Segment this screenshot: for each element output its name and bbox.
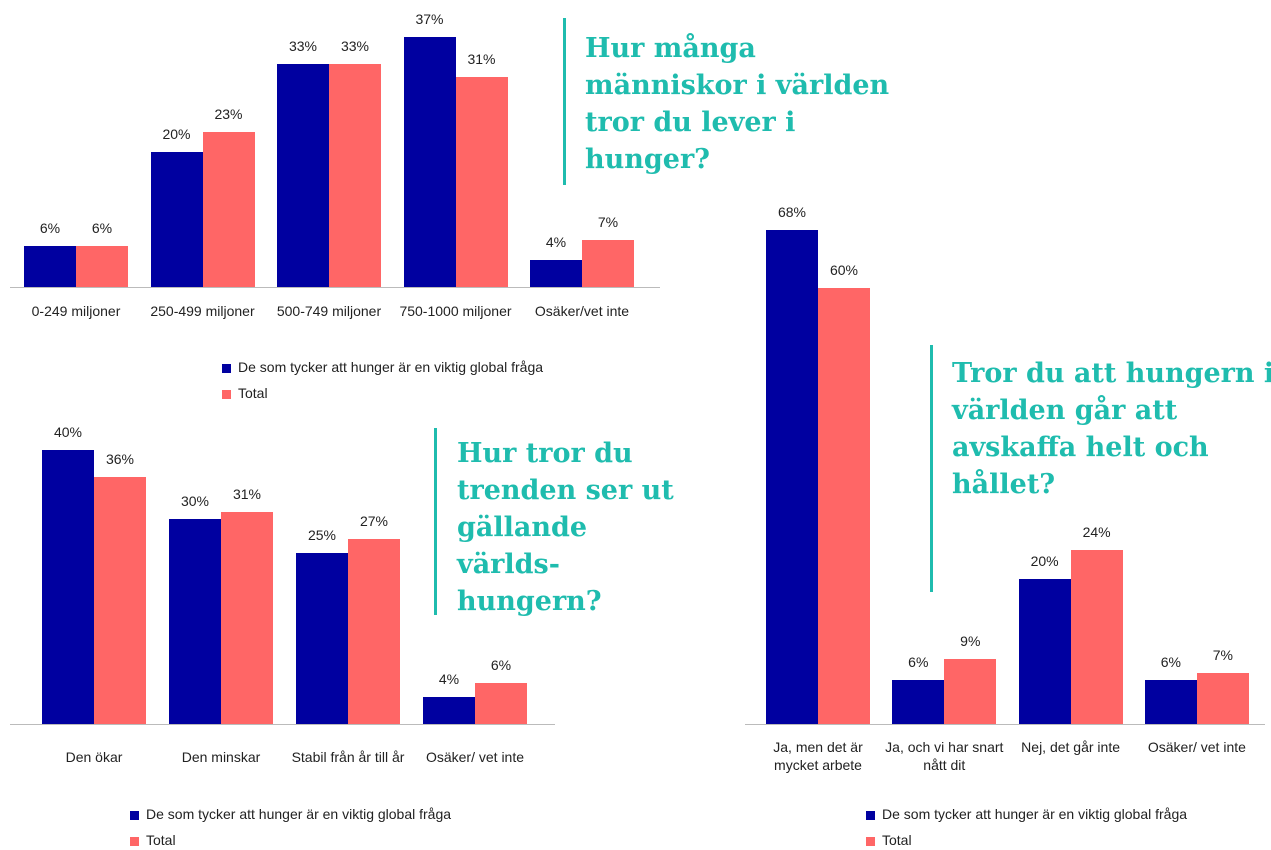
data-label: 6% — [490, 656, 512, 673]
x-tick-label: Osäker/vet inte — [534, 303, 630, 319]
bar — [221, 511, 273, 724]
data-label: 25% — [307, 526, 337, 543]
data-label: 9% — [960, 632, 981, 649]
bar — [1196, 673, 1249, 724]
bar — [475, 682, 527, 724]
bar — [42, 450, 94, 724]
data-label: 6% — [1160, 654, 1181, 671]
data-label: 7% — [1212, 647, 1233, 664]
legend-swatch — [866, 811, 875, 820]
x-axis — [10, 724, 555, 725]
bar — [1070, 549, 1123, 724]
x-tick-label: Nej, det går inte — [1021, 739, 1121, 755]
data-label: 36% — [105, 451, 135, 468]
bar — [329, 63, 381, 287]
data-label: 20% — [162, 125, 191, 142]
legend-swatch — [130, 837, 139, 846]
legend-swatch — [222, 390, 231, 399]
legend-swatch — [222, 364, 231, 373]
x-tick-label: 250-499 miljoner — [150, 303, 255, 319]
x-tick-label: Den minskar — [181, 749, 261, 765]
bar — [582, 239, 634, 287]
legend-swatch — [866, 837, 875, 846]
chart-title: Hur tror du trenden ser ut gällande värl… — [457, 438, 674, 617]
data-label: 6% — [908, 654, 929, 671]
data-label: 33% — [288, 37, 318, 54]
x-tick-label: 750-1000 miljoner — [399, 303, 512, 319]
legend-label: Total — [146, 832, 176, 848]
legend-label: De som tycker att hunger är en viktig gl… — [146, 806, 452, 822]
bar — [423, 696, 475, 724]
data-label: 27% — [359, 513, 389, 530]
bar — [403, 36, 456, 287]
x-tick-label: Den ökar — [65, 749, 123, 765]
x-axis — [10, 287, 660, 288]
legend-label: Total — [882, 832, 912, 848]
title-rule — [930, 345, 933, 592]
data-label: 23% — [214, 105, 243, 122]
data-label: 31% — [232, 485, 262, 502]
data-label: 31% — [467, 51, 496, 68]
bar — [1144, 680, 1197, 724]
data-label: 7% — [597, 213, 619, 230]
chart-title: Tror du att hungern i världen går att av… — [952, 358, 1271, 500]
bar — [1018, 578, 1071, 724]
data-label: 24% — [1082, 523, 1111, 540]
bar — [169, 518, 221, 724]
data-label: 4% — [545, 233, 567, 250]
x-tick-label: Ja, och vi har snart nått dit — [885, 739, 1004, 773]
bar — [348, 539, 400, 724]
data-label: 33% — [340, 37, 370, 54]
x-tick-label: Stabil från år till år — [291, 749, 405, 765]
x-tick-label: Osäker/ vet inte — [425, 749, 525, 765]
bar — [766, 230, 818, 724]
legend-swatch — [130, 811, 139, 820]
bar — [150, 151, 203, 287]
bar — [530, 259, 582, 287]
x-tick-label: Ja, men det är mycket arbete — [773, 739, 863, 773]
bar — [277, 63, 329, 287]
bar — [76, 246, 128, 287]
x-tick-label: Osäker/ vet inte — [1147, 739, 1246, 755]
data-label: 68% — [777, 204, 807, 221]
bar — [202, 131, 255, 287]
legend-label: Total — [238, 385, 268, 401]
bar — [24, 246, 76, 287]
data-label: 60% — [829, 262, 859, 279]
title-rule — [434, 428, 437, 615]
title-rule — [563, 18, 566, 185]
bar — [296, 552, 348, 724]
bar — [892, 680, 945, 724]
legend-label: De som tycker att hunger är en viktig gl… — [238, 359, 544, 375]
data-label: 30% — [180, 492, 210, 509]
data-label: 20% — [1030, 552, 1059, 569]
x-tick-label: 500-749 miljoner — [276, 303, 382, 319]
chart-title: Hur många människor i världen tror du le… — [585, 33, 890, 175]
data-label: 4% — [438, 670, 460, 687]
bar — [944, 658, 997, 724]
x-tick-label: 0-249 miljoner — [31, 303, 121, 319]
bar — [455, 77, 508, 287]
x-axis — [745, 724, 1265, 725]
data-label: 40% — [53, 424, 83, 440]
data-label: 6% — [39, 220, 61, 237]
bar — [94, 477, 146, 724]
legend-label: De som tycker att hunger är en viktig gl… — [882, 806, 1188, 822]
data-label: 37% — [415, 10, 444, 27]
data-label: 6% — [91, 220, 113, 237]
bar — [818, 288, 870, 724]
